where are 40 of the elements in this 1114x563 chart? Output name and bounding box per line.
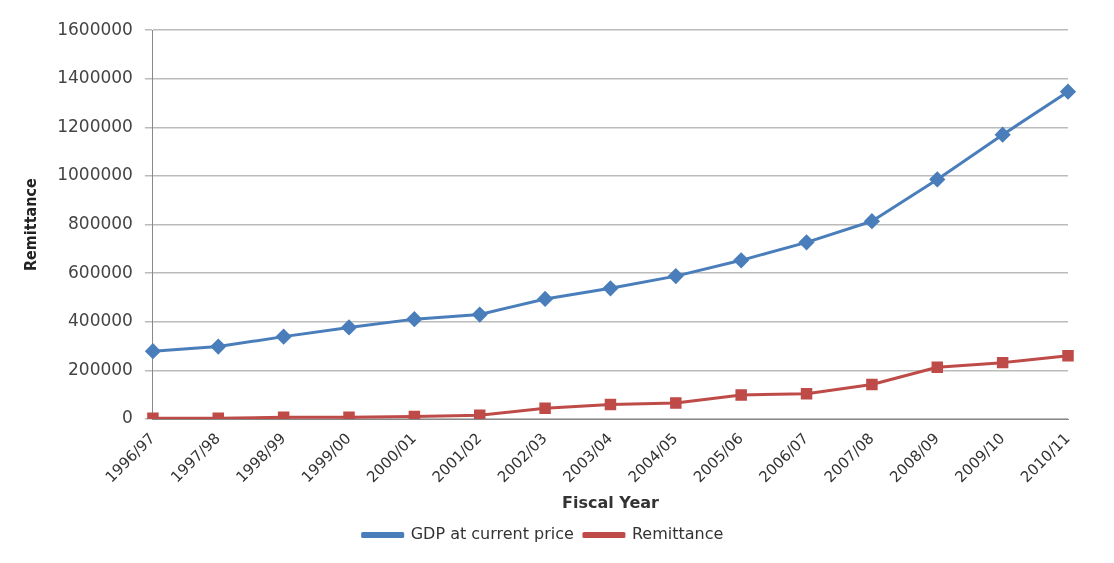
y-tick-label: 200000 xyxy=(68,358,133,379)
x-axis-title: Fiscal Year xyxy=(561,492,660,512)
point xyxy=(473,409,486,420)
y-tick-label: 600000 xyxy=(68,261,133,282)
point xyxy=(210,339,226,355)
point xyxy=(145,343,161,359)
point xyxy=(1060,84,1076,100)
point xyxy=(799,234,815,250)
point xyxy=(406,311,422,327)
point xyxy=(1062,350,1074,362)
y-tick-label: 1000000 xyxy=(57,164,133,185)
point xyxy=(276,329,292,345)
point xyxy=(929,171,945,187)
point xyxy=(733,252,749,268)
point xyxy=(604,398,617,411)
point xyxy=(343,411,355,420)
point xyxy=(735,389,747,401)
point xyxy=(864,213,880,229)
point xyxy=(800,387,813,400)
y-tick-label: 1600000 xyxy=(57,18,133,39)
legend-label: Remittance xyxy=(631,524,724,544)
point xyxy=(537,291,553,307)
point xyxy=(472,307,488,323)
y-tick-label: 1400000 xyxy=(57,67,133,88)
point xyxy=(931,361,944,373)
y-axis-title: Remittance xyxy=(20,177,40,272)
point xyxy=(995,127,1011,143)
y-tick-label: 800000 xyxy=(68,213,133,234)
y-tick-label: 0 xyxy=(122,407,133,428)
point xyxy=(996,356,1009,369)
point xyxy=(408,410,421,420)
point xyxy=(670,397,682,409)
point xyxy=(539,402,551,415)
y-tick-label: 1200000 xyxy=(57,115,133,136)
point xyxy=(866,378,878,391)
y-tick-label: 400000 xyxy=(68,310,133,331)
point xyxy=(602,280,618,296)
legend-label: GDP at current price xyxy=(410,524,574,544)
point xyxy=(668,268,684,284)
point xyxy=(341,319,357,335)
